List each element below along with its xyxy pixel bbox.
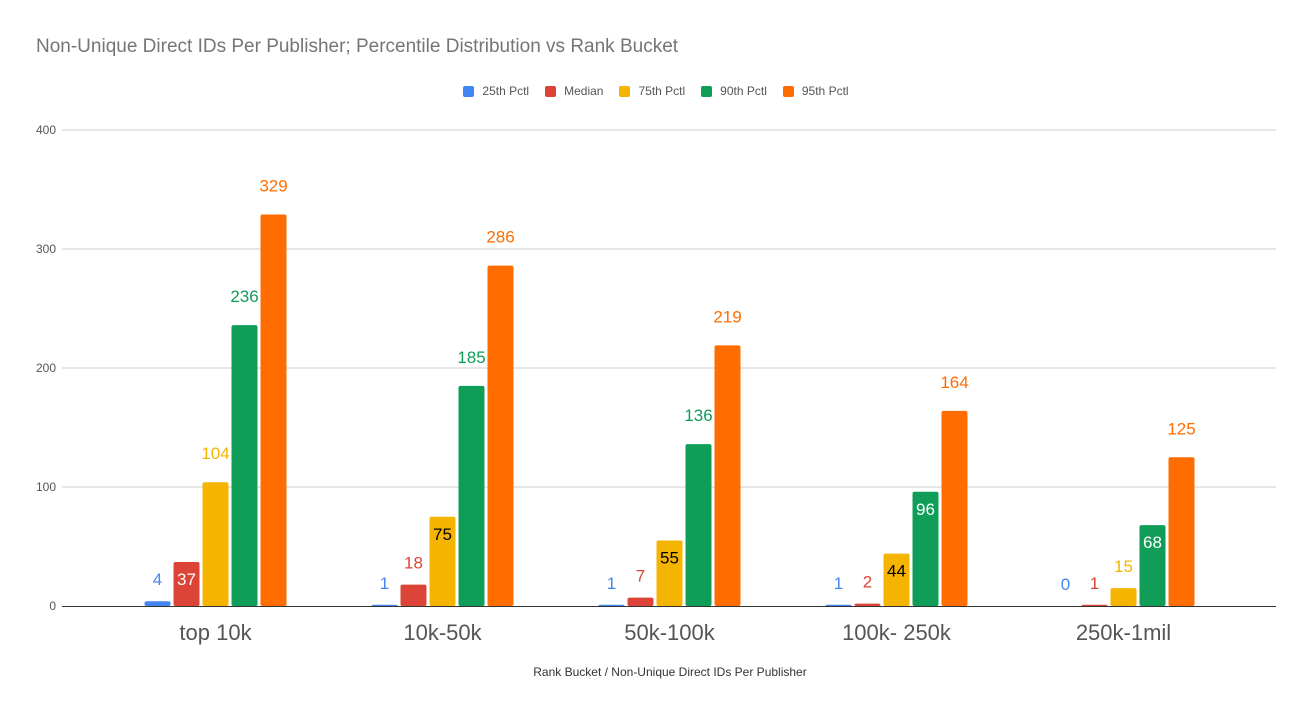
- x-tick-label: top 10k: [179, 620, 252, 645]
- bar: [598, 604, 625, 606]
- x-tick-label: 50k-100k: [624, 620, 716, 645]
- x-tick-label: 10k-50k: [403, 620, 482, 645]
- data-label: 236: [230, 287, 258, 306]
- bar: [883, 553, 910, 606]
- data-label: 7: [636, 567, 645, 586]
- bar: [260, 214, 287, 607]
- y-tick-label: 0: [49, 599, 56, 613]
- bar: [231, 325, 258, 606]
- legend-swatch: [701, 85, 713, 97]
- legend-label: 95th Pctl: [801, 84, 849, 98]
- x-axis-title: Rank Bucket / Non-Unique Direct IDs Per …: [533, 665, 807, 679]
- x-tick-label: 250k-1mil: [1076, 620, 1171, 645]
- y-tick-label: 200: [36, 361, 56, 375]
- y-tick-label: 100: [36, 480, 56, 494]
- bar: [1139, 525, 1166, 606]
- data-label: 55: [660, 549, 679, 568]
- data-label: 136: [684, 406, 712, 425]
- bar: [458, 385, 485, 606]
- bar: [173, 561, 200, 606]
- bar: [685, 444, 712, 606]
- bar: [202, 482, 229, 606]
- legend-swatch: [619, 85, 631, 97]
- data-label: 44: [887, 562, 906, 581]
- data-label: 0: [1061, 575, 1070, 594]
- legend-item: 95th Pctl: [782, 84, 849, 98]
- bar: [825, 604, 852, 606]
- legend-swatch: [545, 85, 557, 97]
- bar: [429, 516, 456, 606]
- bar: [656, 540, 683, 606]
- data-label: 68: [1143, 533, 1162, 552]
- data-label: 125: [1167, 419, 1195, 438]
- legend-item: Median: [545, 84, 603, 98]
- data-label: 37: [177, 570, 196, 589]
- chart-title: Non-Unique Direct IDs Per Publisher; Per…: [36, 36, 679, 57]
- data-label: 104: [201, 444, 229, 463]
- bar: [1168, 457, 1195, 606]
- legend-label: 25th Pctl: [482, 84, 530, 98]
- data-label: 1: [1090, 574, 1099, 593]
- data-label: 2: [863, 573, 872, 592]
- bar: [371, 604, 398, 606]
- data-label: 1: [607, 574, 616, 593]
- data-label: 185: [457, 348, 485, 367]
- legend-item: 25th Pctl: [463, 84, 529, 98]
- bar: [1081, 604, 1108, 606]
- data-label: 96: [916, 500, 935, 519]
- bar: [487, 265, 514, 606]
- data-label: 286: [486, 228, 514, 247]
- bar: [627, 597, 654, 606]
- bar: [144, 601, 171, 606]
- data-label: 15: [1114, 557, 1133, 576]
- data-label: 164: [940, 373, 968, 392]
- data-label: 1: [380, 574, 389, 593]
- data-label: 1: [834, 574, 843, 593]
- bar: [854, 603, 881, 606]
- legend-label: 90th Pctl: [720, 84, 767, 98]
- data-label: 4: [153, 570, 162, 589]
- legend-label: 75th Pctl: [638, 84, 686, 98]
- bar: [912, 491, 939, 606]
- legend-swatch: [463, 85, 475, 97]
- bar: [941, 410, 968, 606]
- legend-item: 90th Pctl: [701, 84, 767, 98]
- legend-item: 75th Pctl: [619, 84, 685, 98]
- data-label: 329: [259, 176, 287, 195]
- legend-label: Median: [564, 84, 604, 98]
- legend: 25th Pctl Median 75th Pctl 90th Pctl 95th Pc…: [0, 84, 1312, 98]
- data-label: 75: [433, 525, 452, 544]
- x-tick-label: 100k- 250k: [842, 620, 952, 645]
- data-label: 219: [713, 307, 741, 326]
- legend-swatch: [782, 85, 794, 97]
- bar: [714, 345, 741, 606]
- bar: [400, 584, 427, 606]
- y-tick-label: 400: [36, 123, 56, 137]
- y-tick-label: 300: [36, 242, 56, 256]
- data-label: 18: [404, 554, 423, 573]
- bar: [1110, 588, 1137, 606]
